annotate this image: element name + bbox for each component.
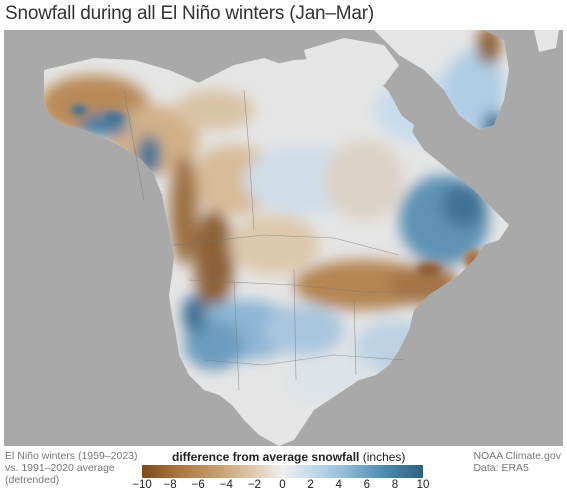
- method-note-line: vs. 1991–2020 average: [5, 462, 115, 474]
- map-canvas: [4, 30, 563, 446]
- colorbar-tick-label: 8: [391, 479, 399, 491]
- snowfall-map: [4, 30, 563, 446]
- colorbar-ticks: −10 −8 −6 −4 −2 0 2 4 6 8 10: [132, 479, 429, 495]
- colorbar-tick-label: 2: [307, 479, 314, 491]
- colorbar-tick-label: 0: [279, 479, 286, 491]
- source-line: NOAA Climate.gov: [473, 450, 561, 462]
- colorbar-tick-label: 4: [335, 479, 342, 491]
- colorbar-tick-label: −8: [163, 479, 177, 491]
- legend-title: difference from average snowfall (inches…: [172, 450, 405, 464]
- source-note: NOAA Climate.gov Data: ERA5: [473, 450, 561, 474]
- method-note-line: (detrended): [5, 474, 60, 486]
- colorbar: [142, 465, 423, 478]
- colorbar-tick-label: −6: [191, 479, 205, 491]
- border-lines: [123, 89, 424, 391]
- method-note-line: El Niño winters (1959–2023): [5, 450, 138, 462]
- source-line: Data: ERA5: [473, 462, 529, 474]
- colorbar-tick-label: −10: [132, 479, 152, 491]
- colorbar-tick-label: −4: [219, 479, 233, 491]
- method-note: El Niño winters (1959–2023) vs. 1991–202…: [5, 450, 138, 486]
- map-title: Snowfall during all El Niño winters (Jan…: [5, 3, 375, 24]
- colorbar-tick-label: 10: [416, 479, 430, 491]
- legend-title-main: difference from average snowfall: [172, 450, 360, 464]
- legend-title-unit: (inches): [359, 450, 406, 464]
- legend-footer: El Niño winters (1959–2023) vs. 1991–202…: [0, 446, 567, 500]
- colorbar-tick-label: 6: [363, 479, 370, 491]
- land-area: [44, 30, 559, 446]
- colorbar-tick-label: −2: [247, 479, 261, 491]
